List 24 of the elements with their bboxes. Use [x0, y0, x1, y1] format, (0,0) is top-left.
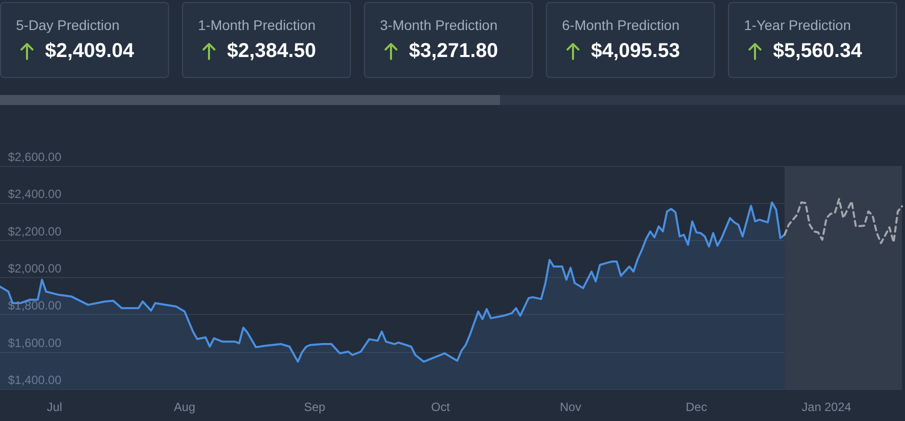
y-tick-label: $1,600.00 — [8, 336, 62, 350]
y-tick-label: $2,400.00 — [8, 187, 62, 202]
x-tick-label: Aug — [174, 400, 196, 414]
text: $4,095.53 — [591, 40, 680, 62]
text: 3-Month Prediction — [380, 17, 498, 33]
text: $5,560.34 — [773, 40, 862, 62]
x-tick-label: Dec — [686, 400, 708, 414]
x-tick-label: Jul — [46, 400, 62, 414]
text: 5-Day Prediction — [16, 17, 120, 33]
text: $2,384.50 — [227, 40, 316, 62]
text: 6-Month Prediction — [562, 17, 680, 33]
y-tick-label: $2,600.00 — [8, 150, 62, 164]
x-tick-label: Nov — [560, 400, 582, 414]
x-tick-label: Oct — [431, 400, 451, 414]
y-tick-label: $1,400.00 — [8, 373, 62, 387]
text: $2,409.04 — [45, 40, 134, 62]
text: 1-Month Prediction — [198, 17, 316, 33]
y-tick-label: $2,000.00 — [8, 262, 62, 276]
x-tick-label: Jan 2024 — [802, 400, 852, 414]
x-tick-label: Sep — [304, 400, 326, 414]
text: $3,271.80 — [409, 40, 498, 62]
y-tick-label: $1,800.00 — [8, 298, 62, 313]
y-tick-label: $2,200.00 — [8, 224, 62, 238]
text: 1-Year Prediction — [744, 17, 851, 33]
